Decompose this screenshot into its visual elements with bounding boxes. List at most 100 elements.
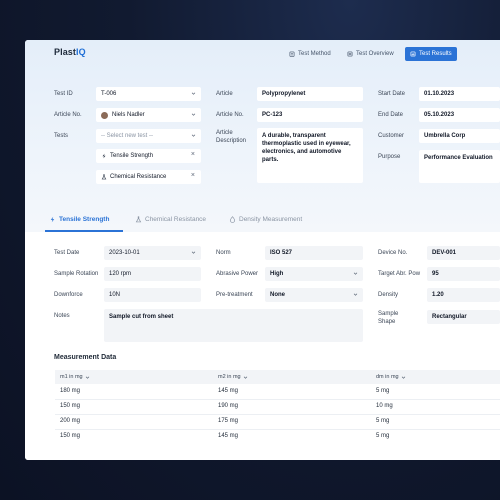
target-abr-pow-field[interactable]: 95: [427, 267, 500, 281]
article-no-field[interactable]: PC-123: [257, 108, 363, 122]
purpose-value: Performance Evaluation: [424, 155, 493, 161]
chevron-down-icon: [243, 376, 247, 379]
start-date-label: Start Date: [378, 91, 406, 97]
test-chip-tensile[interactable]: Tensile Strength ×: [96, 149, 201, 163]
sample-shape-label: Sample Shape: [378, 311, 399, 325]
abrasive-power-select[interactable]: High: [265, 267, 363, 281]
table-cell: 190 mg: [218, 403, 239, 409]
table-row[interactable]: 180 mg 145 mg 5 mg: [55, 384, 500, 400]
customer-value: Umbrella Corp: [424, 133, 466, 139]
article-description-field[interactable]: A durable, transparent thermoplastic use…: [257, 128, 363, 183]
end-date-value: 05.10.2023: [424, 112, 455, 118]
flask-icon: [101, 174, 107, 180]
tests-placeholder: -- Select new test --: [101, 133, 154, 139]
abrasive-power-value: High: [270, 271, 284, 277]
notes-value: Sample cut from sheet: [109, 314, 174, 320]
sample-shape-field[interactable]: Rectangular: [427, 310, 500, 324]
tab-density-measurement[interactable]: Density Measurement: [229, 212, 302, 226]
device-no-field[interactable]: DEV-001: [427, 246, 500, 260]
article-no-label: Article No.: [216, 112, 244, 118]
bolt-icon: [102, 153, 106, 159]
test-chip-tensile-label: Tensile Strength: [110, 153, 154, 159]
customer-field[interactable]: Umbrella Corp: [419, 129, 500, 143]
chevron-down-icon: [401, 376, 405, 379]
sample-rotation-label: Sample Rotation: [54, 271, 99, 277]
test-chip-chemical-label: Chemical Resistance: [110, 174, 167, 180]
nav-test-overview[interactable]: Test Overview: [342, 47, 399, 61]
table-header: m1 in mg m2 in mg dm in mg: [55, 370, 500, 384]
sample-rotation-value: 120 rpm: [109, 271, 132, 277]
pre-treatment-label: Pre-treatment: [216, 292, 253, 298]
tab-chemical-resistance[interactable]: Chemical Resistance: [135, 212, 206, 226]
purpose-field[interactable]: Performance Evaluation: [419, 150, 500, 183]
article-field[interactable]: Polypropylenet: [257, 87, 363, 101]
table-cell: 150 mg: [60, 433, 81, 439]
chevron-down-icon: [191, 251, 196, 254]
nav-test-results[interactable]: Test Results: [405, 47, 457, 61]
end-date-field[interactable]: 05.10.2023: [419, 108, 500, 122]
test-date-label: Test Date: [54, 250, 80, 256]
column-header-m1[interactable]: m1 in mg: [60, 374, 90, 380]
density-label: Density: [378, 292, 399, 298]
tab-tensile-strength[interactable]: Tensile Strength: [49, 212, 109, 226]
table-cell: 145 mg: [218, 433, 239, 439]
table-cell: 5 mg: [376, 388, 390, 394]
end-date-label: End Date: [378, 112, 404, 118]
article-no-left-label: Article No.: [54, 112, 82, 118]
notes-label: Notes: [54, 313, 70, 319]
notes-field[interactable]: Sample cut from sheet: [104, 309, 363, 342]
test-id-select[interactable]: T-006: [96, 87, 201, 101]
clipboard-icon: [289, 51, 295, 57]
test-details-panel: Test Date 2023-10-01 Sample Rotation 120…: [25, 232, 500, 460]
start-date-field[interactable]: 01.10.2023: [419, 87, 500, 101]
tests-select[interactable]: -- Select new test --: [96, 129, 201, 143]
device-no-value: DEV-001: [432, 250, 457, 256]
column-header-dm[interactable]: dm in mg: [376, 374, 406, 380]
table-cell: 175 mg: [218, 418, 239, 424]
test-date-value: 2023-10-01: [109, 250, 140, 256]
list-icon: [347, 51, 353, 57]
close-icon[interactable]: ×: [190, 172, 195, 179]
table-row[interactable]: 150 mg 190 mg 10 mg: [55, 399, 500, 415]
norm-field[interactable]: ISO 527: [265, 246, 363, 260]
column-header-m2[interactable]: m2 in mg: [218, 374, 248, 380]
sample-shape-value: Rectangular: [432, 314, 467, 320]
nav-test-overview-label: Test Overview: [356, 51, 394, 57]
table-cell: 200 mg: [60, 418, 81, 424]
chevron-down-icon: [353, 272, 358, 275]
nav-test-method[interactable]: Test Method: [284, 47, 336, 61]
close-icon[interactable]: ×: [190, 151, 195, 158]
sample-rotation-field[interactable]: 120 rpm: [104, 267, 201, 281]
article-no-value: PC-123: [262, 112, 283, 118]
drop-icon: [230, 215, 235, 223]
table-cell: 10 mg: [376, 403, 393, 409]
chart-icon: [410, 51, 416, 57]
avatar: [101, 111, 108, 119]
downforce-field[interactable]: 10N: [104, 288, 201, 302]
density-value: 1.20: [432, 292, 444, 298]
chevron-down-icon: [191, 134, 196, 137]
table-cell: 5 mg: [376, 433, 390, 439]
test-chip-chemical[interactable]: Chemical Resistance ×: [96, 170, 201, 184]
nav-test-method-label: Test Method: [298, 51, 331, 57]
user-select[interactable]: Niels Nadler: [96, 108, 201, 122]
app-window: PlastIQ Test Method Test Overview Test R…: [25, 40, 500, 460]
density-field[interactable]: 1.20: [427, 288, 500, 302]
start-date-value: 01.10.2023: [424, 91, 455, 97]
device-no-label: Device No.: [378, 250, 408, 256]
bolt-icon: [50, 216, 55, 222]
table-row[interactable]: 150 mg 145 mg 5 mg: [55, 429, 500, 444]
test-date-field[interactable]: 2023-10-01: [104, 246, 201, 260]
active-tab-indicator: [45, 230, 123, 232]
pre-treatment-select[interactable]: None: [265, 288, 363, 302]
test-id-value: T-006: [101, 91, 117, 97]
article-label: Article: [216, 91, 233, 97]
target-abr-pow-label: Target Abr. Pow: [378, 271, 421, 277]
table-row[interactable]: 200 mg 175 mg 5 mg: [55, 414, 500, 430]
pre-treatment-value: None: [270, 292, 285, 298]
test-id-label: Test ID: [54, 91, 73, 97]
purpose-label: Purpose: [378, 154, 401, 160]
test-tabs: Tensile Strength Chemical Resistance Den…: [25, 207, 500, 232]
chevron-down-icon: [353, 293, 358, 296]
article-value: Polypropylenet: [262, 91, 306, 97]
